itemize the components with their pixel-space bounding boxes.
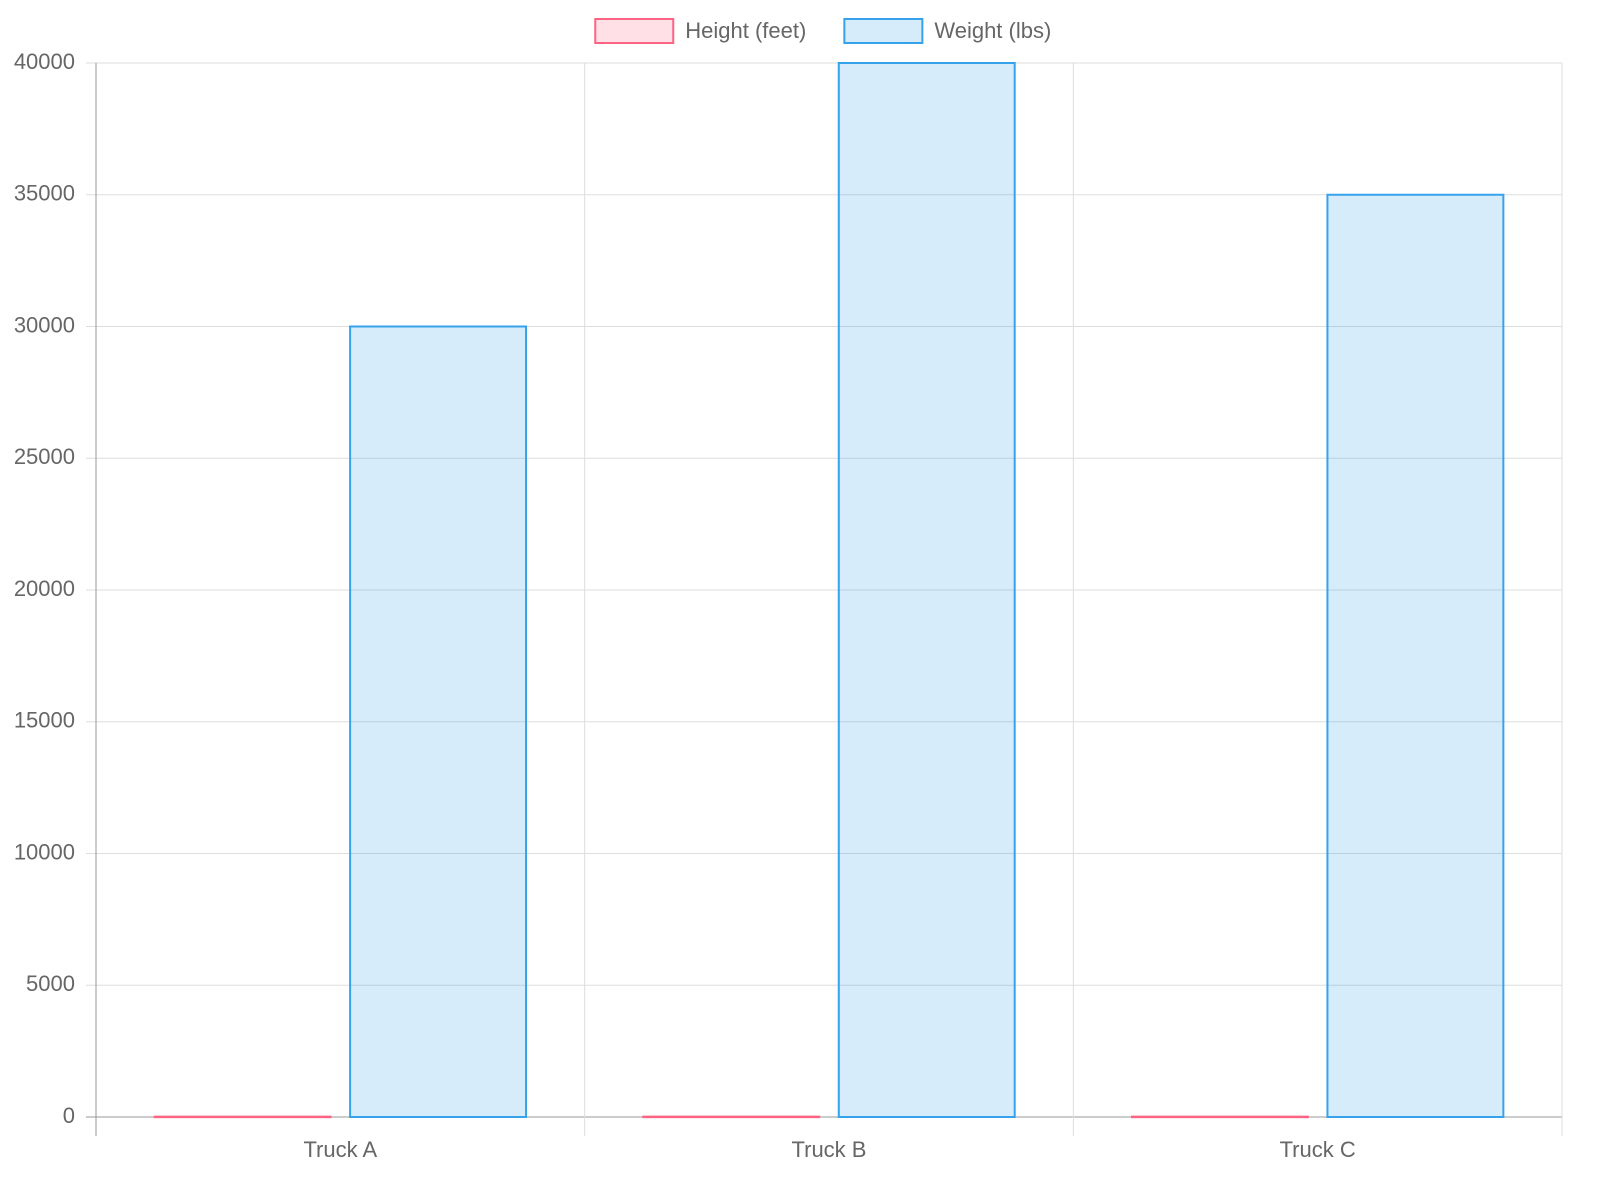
x-tick-label: Truck C [1280, 1137, 1356, 1162]
bar [837, 62, 1016, 1118]
y-tick-label: 30000 [14, 312, 75, 337]
bar [153, 1115, 332, 1119]
y-tick-label: 5000 [26, 971, 75, 996]
legend-label: Height (feet) [685, 18, 806, 43]
legend-swatch [594, 18, 675, 44]
x-tick-label: Truck A [303, 1137, 377, 1162]
y-tick-label: 10000 [14, 839, 75, 864]
legend-label: Weight (lbs) [934, 18, 1051, 43]
bar [349, 325, 528, 1118]
y-tick-label: 0 [63, 1103, 75, 1128]
y-tick-label: 35000 [14, 181, 75, 206]
bar [1326, 193, 1505, 1118]
bar [1130, 1115, 1309, 1119]
y-tick-label: 40000 [14, 49, 75, 74]
x-tick-label: Truck B [792, 1137, 867, 1162]
y-tick-label: 20000 [14, 576, 75, 601]
y-tick-label: 25000 [14, 444, 75, 469]
legend-swatch [843, 18, 924, 44]
bar [642, 1115, 821, 1119]
y-tick-label: 15000 [14, 708, 75, 733]
